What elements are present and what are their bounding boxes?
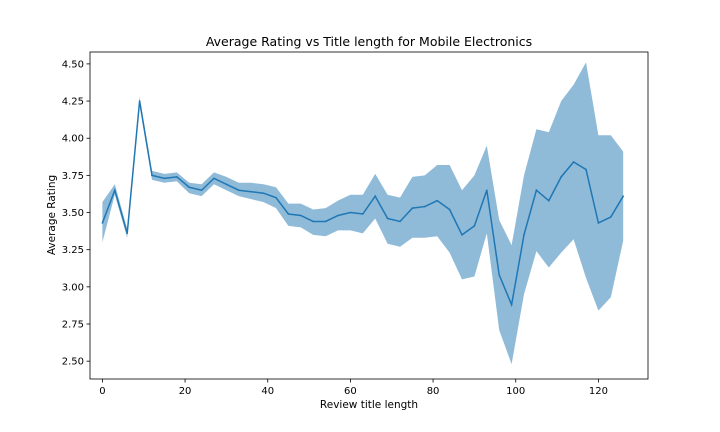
data-point: [362, 213, 364, 215]
data-point: [250, 190, 252, 193]
data-point: [262, 192, 265, 194]
data-point: [560, 176, 562, 178]
x-axis-label: Review title length: [320, 399, 418, 411]
data-point: [486, 189, 488, 192]
data-point: [411, 207, 414, 209]
x-tick-label: 80: [427, 386, 440, 397]
data-point: [535, 189, 538, 192]
data-point: [399, 220, 401, 223]
y-tick-label: 3.00: [62, 282, 84, 293]
data-point: [436, 199, 439, 202]
data-point: [138, 100, 141, 102]
data-point: [337, 214, 339, 217]
data-point: [275, 196, 277, 199]
data-point: [424, 205, 426, 208]
y-tick-label: 3.25: [62, 245, 84, 256]
data-point: [213, 177, 215, 180]
y-axis-label: Average Rating: [46, 175, 58, 255]
chart-title: Average Rating vs Title length for Mobil…: [206, 34, 532, 49]
data-point: [585, 168, 587, 171]
data-point: [448, 208, 451, 211]
data-point: [151, 174, 153, 177]
data-point: [225, 183, 228, 186]
series-line-layer: [101, 100, 624, 308]
plot-area: [101, 62, 624, 365]
data-point: [597, 222, 600, 224]
data-point: [622, 195, 624, 197]
x-tick-label: 100: [506, 386, 525, 397]
data-point: [287, 213, 290, 215]
y-tick-label: 2.50: [62, 357, 84, 368]
data-point: [374, 195, 377, 197]
data-point: [572, 161, 575, 163]
x-axis-ticks: 0 20 40 60 80 100 120: [99, 379, 608, 397]
y-tick-label: 4.50: [62, 59, 84, 70]
x-tick-label: 40: [261, 386, 274, 397]
data-point: [349, 211, 352, 214]
data-point: [498, 274, 501, 276]
data-point: [176, 176, 178, 178]
y-tick-label: 4.00: [62, 134, 84, 145]
data-point: [114, 189, 116, 192]
x-tick-label: 20: [179, 386, 192, 397]
x-tick-label: 0: [99, 386, 105, 397]
y-tick-label: 2.75: [62, 320, 84, 331]
data-point: [324, 220, 327, 223]
data-point: [523, 234, 525, 236]
axes-frame: [89, 51, 649, 380]
y-axis-ticks: 2.50 2.75 3.00 3.25 3.50 3.75 4.00 4.25 4.50: [62, 59, 90, 368]
data-point: [238, 189, 240, 192]
x-tick-label: 60: [344, 386, 357, 397]
data-point: [163, 177, 166, 180]
data-point: [548, 199, 550, 202]
data-point: [473, 225, 476, 227]
data-point: [126, 232, 128, 235]
data-point: [510, 303, 513, 306]
data-point: [200, 189, 203, 192]
data-point: [300, 214, 302, 217]
y-tick-label: 3.50: [62, 208, 84, 219]
x-tick-label: 120: [589, 386, 608, 397]
y-tick-label: 4.25: [62, 97, 84, 108]
data-point: [312, 220, 315, 223]
data-point: [461, 234, 463, 236]
y-tick-label: 3.75: [62, 171, 84, 182]
data-point: [188, 186, 190, 189]
data-point: [101, 222, 104, 224]
data-point: [610, 216, 612, 218]
data-point: [386, 217, 389, 220]
